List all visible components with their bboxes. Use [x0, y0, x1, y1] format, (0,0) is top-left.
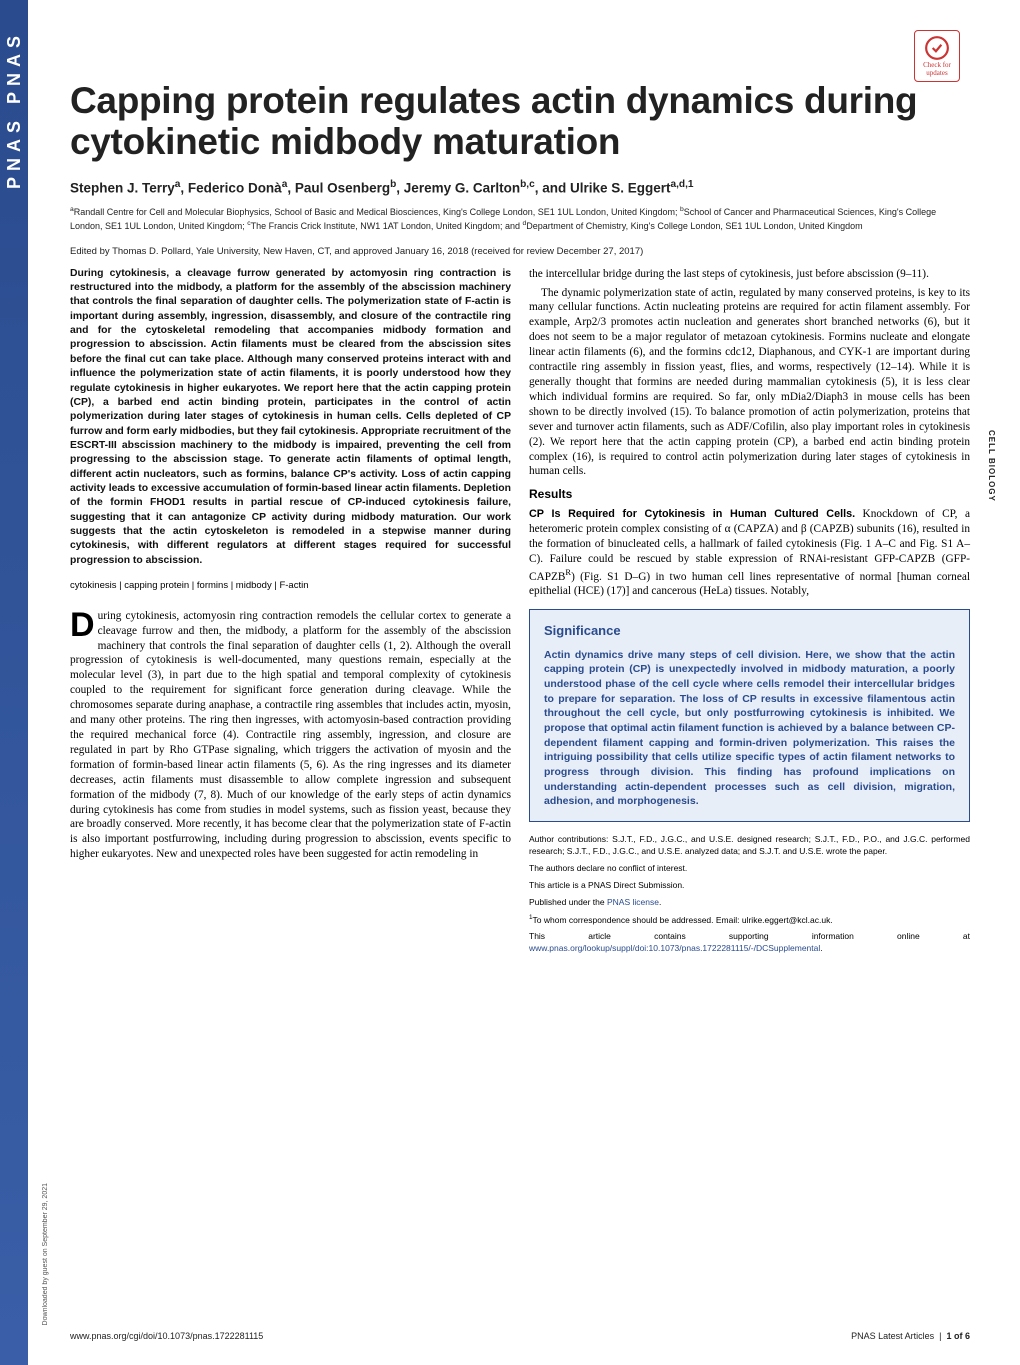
pnas-sidebar-text: PNAS PNAS: [4, 30, 25, 189]
significance-heading: Significance: [544, 622, 955, 639]
page-footer: www.pnas.org/cgi/doi/10.1073/pnas.172228…: [70, 1331, 970, 1341]
results-para: CP Is Required for Cytokinesis in Human …: [529, 507, 970, 599]
article-title: Capping protein regulates actin dynamics…: [70, 80, 970, 163]
intro-text: uring cytokinesis, actomyosin ring contr…: [70, 610, 511, 861]
download-note: Downloaded by guest on September 29, 202…: [42, 1183, 49, 1325]
abstract: During cytokinesis, a cleavage furrow ge…: [70, 267, 511, 569]
right-body: the intercellular bridge during the last…: [529, 267, 970, 600]
significance-text: Actin dynamics drive many steps of cell …: [544, 648, 955, 810]
fn-correspondence: 1To whom correspondence should be addres…: [529, 914, 970, 927]
check-updates-badge[interactable]: Check for updates: [914, 30, 960, 82]
footer-page-info: PNAS Latest Articles | 1 of 6: [851, 1331, 970, 1341]
right-column: the intercellular bridge during the last…: [529, 267, 970, 960]
left-column: During cytokinesis, a cleavage furrow ge…: [70, 267, 511, 960]
significance-box: Significance Actin dynamics drive many s…: [529, 609, 970, 822]
results-text: Knockdown of CP, a heteromeric protein c…: [529, 508, 970, 597]
fn-license: Published under the PNAS license.: [529, 897, 970, 909]
dropcap: D: [70, 609, 98, 640]
pnas-sidebar: PNAS PNAS: [0, 0, 28, 1365]
fn-conflict: The authors declare no conflict of inter…: [529, 863, 970, 875]
check-updates-label: Check for updates: [915, 61, 959, 77]
results-heading: Results: [529, 487, 970, 503]
two-column-body: During cytokinesis, a cleavage furrow ge…: [70, 267, 970, 960]
col2-p1: the intercellular bridge during the last…: [529, 267, 970, 282]
keywords: cytokinesis | capping protein | formins …: [70, 580, 511, 593]
footer-doi: www.pnas.org/cgi/doi/10.1073/pnas.172228…: [70, 1331, 263, 1341]
col2-p2: The dynamic polymerization state of acti…: [529, 286, 970, 480]
pnas-license-link[interactable]: PNAS license: [607, 897, 659, 907]
author-list: Stephen J. Terrya, Federico Donàa, Paul …: [70, 179, 970, 196]
supplemental-link[interactable]: www.pnas.org/lookup/suppl/doi:10.1073/pn…: [529, 943, 820, 953]
fn-supplemental: This article contains supporting informa…: [529, 931, 970, 955]
fn-contributions: Author contributions: S.J.T., F.D., J.G.…: [529, 834, 970, 858]
section-side-label: CELL BIOLOGY: [987, 430, 996, 502]
affiliations: aRandall Centre for Cell and Molecular B…: [70, 205, 970, 231]
footnotes: Author contributions: S.J.T., F.D., J.G.…: [529, 834, 970, 955]
fn-direct: This article is a PNAS Direct Submission…: [529, 880, 970, 892]
article-page: Check for updates Capping protein regula…: [70, 30, 970, 960]
introduction: During cytokinesis, actomyosin ring cont…: [70, 609, 511, 862]
crossmark-icon: [924, 35, 950, 61]
results-subheading: CP Is Required for Cytokinesis in Human …: [529, 508, 855, 520]
edited-by: Edited by Thomas D. Pollard, Yale Univer…: [70, 246, 970, 257]
